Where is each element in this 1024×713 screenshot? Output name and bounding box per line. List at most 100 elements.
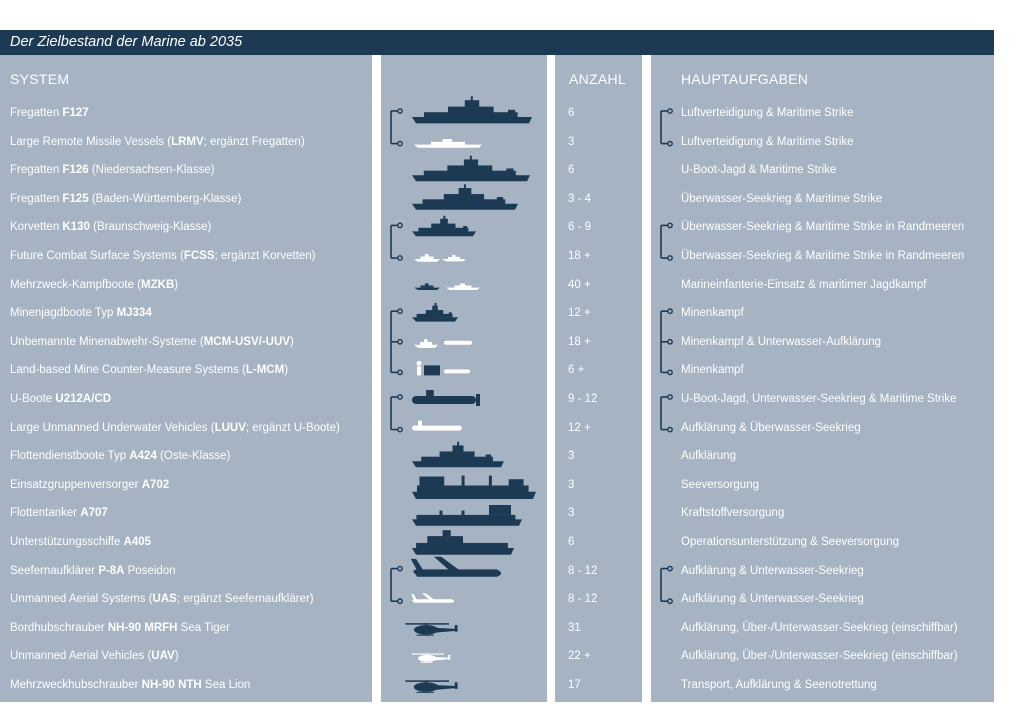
system-code: MZKB	[141, 278, 175, 291]
task-text: Aufklärung, Über-/Unterwasser-Seekrieg (…	[681, 650, 958, 663]
frigate-f126-icon	[412, 155, 530, 182]
l-mcm-icon	[416, 360, 470, 376]
system-name-suffix: ; ergänzt U-Boote)	[245, 421, 340, 434]
task-text: U-Boot-Jagd, Unterwasser-Seekrieg & Mari…	[681, 393, 957, 405]
system-name-text: Mehrzweck-Kampfboote (	[10, 278, 142, 291]
system-code: LRMV	[171, 135, 204, 148]
system-name: Land-based Mine Counter-Measure Systems …	[10, 360, 288, 380]
bracket-connector	[660, 108, 673, 147]
tasks-column: HAUPTAUFGABEN	[651, 55, 994, 702]
system-name-text: Large Remote Missile Vessels (	[10, 135, 172, 148]
helicopter-sea-lion-icon	[405, 680, 458, 693]
system-name-text: Minenjagdboote Typ	[10, 307, 117, 320]
system-name: Bordhubschrauber NH-90 MRFH Sea Tiger	[10, 618, 230, 638]
count-value: 8 - 12	[568, 564, 598, 577]
system-name: Flottendienstboote Typ A424 (Oste-Klasse…	[10, 446, 230, 466]
page-title: Der Zielbestand der Marine ab 2035	[10, 34, 243, 50]
system-name-text: Korvetten	[10, 221, 63, 234]
system-code: A405	[123, 536, 152, 548]
bracket-connector	[390, 108, 403, 147]
system-code: F126	[62, 164, 89, 177]
task-text: Operationsunterstützung & Seeversorgung	[681, 536, 899, 548]
system-name: Fregatten F126 (Niedersachsen-Klasse)	[10, 160, 215, 180]
system-name-text: Unmanned Aerial Vehicles (	[10, 650, 152, 663]
system-name: Unmanned Aerial Systems (UAS; ergänzt Se…	[10, 589, 314, 609]
system-code: UAS	[152, 593, 177, 606]
task-text: Minenkampf	[681, 364, 744, 377]
system-code: K130	[62, 221, 90, 234]
task-text: Aufklärung	[681, 450, 736, 463]
system-name: Seefernaufklärer P-8A Poseidon	[10, 561, 176, 581]
task-text: Aufklärung & Überwasser-Seekrieg	[681, 421, 861, 434]
lrmv-icon	[414, 139, 482, 148]
count-value: 18 +	[568, 250, 591, 262]
system-header: SYSTEM	[10, 71, 70, 87]
count-value: 3 - 4	[568, 192, 592, 205]
task-text: Kraftstoffversorgung	[681, 507, 785, 520]
task-text: Überwasser-Seekrieg & Maritime Strike	[681, 192, 883, 205]
system-name: Minenjagdboote Typ MJ334	[10, 303, 152, 323]
system-name: Fregatten F127	[10, 103, 89, 123]
system-name-text: Unmanned Aerial Systems (	[10, 593, 153, 606]
system-name: Mehrzweckhubschrauber NH-90 NTH Sea Lion	[10, 675, 250, 695]
system-name-suffix: Sea Lion	[201, 679, 251, 691]
system-code: A424	[129, 450, 157, 463]
system-name-suffix: ; ergänzt Korvetten)	[214, 250, 316, 262]
count-value: 31	[568, 621, 581, 634]
system-code: MCM-USV/-UUV	[203, 335, 290, 348]
count-column: ANZAHL	[555, 55, 642, 702]
count-value: 6	[568, 107, 575, 119]
system-name: Unmanned Aerial Vehicles (UAV)	[10, 646, 179, 666]
minehunter-icon	[412, 302, 458, 322]
system-code: LUUV	[214, 421, 246, 434]
system-name: Korvetten K130 (Braunschweig-Klasse)	[10, 217, 211, 237]
system-name-suffix: Poseidon	[124, 564, 176, 577]
frigate-f125-icon	[412, 184, 518, 210]
fleet-service-boat-icon	[412, 441, 504, 468]
system-code: F125	[62, 192, 89, 205]
count-value: 3	[568, 478, 575, 491]
system-name: Future Combat Surface Systems (FCSS; erg…	[10, 246, 316, 266]
system-name-text: Future Combat Surface Systems (	[10, 250, 184, 262]
system-code: A707	[80, 507, 108, 520]
bracket-connector	[390, 308, 403, 376]
bracket-connector	[660, 222, 673, 261]
system-name-text: Large Unmanned Underwater Vehicles (	[10, 421, 215, 434]
system-name: U-Boote U212A/CD	[10, 389, 111, 409]
count-value: 22 +	[568, 650, 591, 663]
combat-boat-icon	[414, 283, 480, 290]
task-text: Luftverteidigung & Maritime Strike	[681, 135, 854, 148]
support-ship-icon	[412, 530, 514, 555]
system-code: FCSS	[183, 250, 215, 262]
count-value: 18 +	[568, 335, 591, 348]
system-name-text: Bordhubschrauber	[10, 621, 108, 634]
system-name-text: Mehrzweckhubschrauber	[10, 679, 142, 691]
count-value: 40 +	[568, 278, 591, 291]
system-name-text: Unbemannte Minenabwehr-Systeme (	[10, 335, 204, 348]
corvette-k130-icon	[412, 215, 476, 237]
system-name-suffix: ; ergänzt Seefernaufklärer)	[176, 593, 314, 606]
tanker-icon	[412, 505, 522, 526]
system-name: Unterstützungsschiffe A405	[10, 532, 151, 552]
system-name-suffix: )	[174, 278, 179, 291]
system-name: Large Remote Missile Vessels (LRMV; ergä…	[10, 132, 305, 152]
count-value: 6 +	[568, 364, 585, 377]
system-code: L-MCM	[245, 364, 285, 377]
title-bar: Der Zielbestand der Marine ab 2035	[0, 30, 994, 55]
system-name-text: Fregatten	[10, 107, 63, 119]
task-text: Minenkampf	[681, 307, 744, 320]
system-name: Flottentanker A707	[10, 503, 108, 523]
count-value: 12 +	[568, 307, 591, 320]
uas-drone-icon	[411, 593, 454, 603]
mcm-usv-uuv-icon	[414, 339, 472, 348]
system-name-suffix: Sea Tiger	[177, 621, 230, 634]
bracket-connector	[390, 222, 403, 261]
task-text: Überwasser-Seekrieg & Maritime Strike in…	[681, 250, 965, 262]
count-value: 3	[568, 135, 575, 148]
task-text: Aufklärung & Unterwasser-Seekrieg	[681, 564, 864, 577]
system-code: A702	[141, 478, 170, 491]
system-code: MJ334	[116, 307, 152, 320]
count-header: ANZAHL	[569, 71, 627, 87]
tasks-header: HAUPTAUFGABEN	[681, 71, 809, 87]
